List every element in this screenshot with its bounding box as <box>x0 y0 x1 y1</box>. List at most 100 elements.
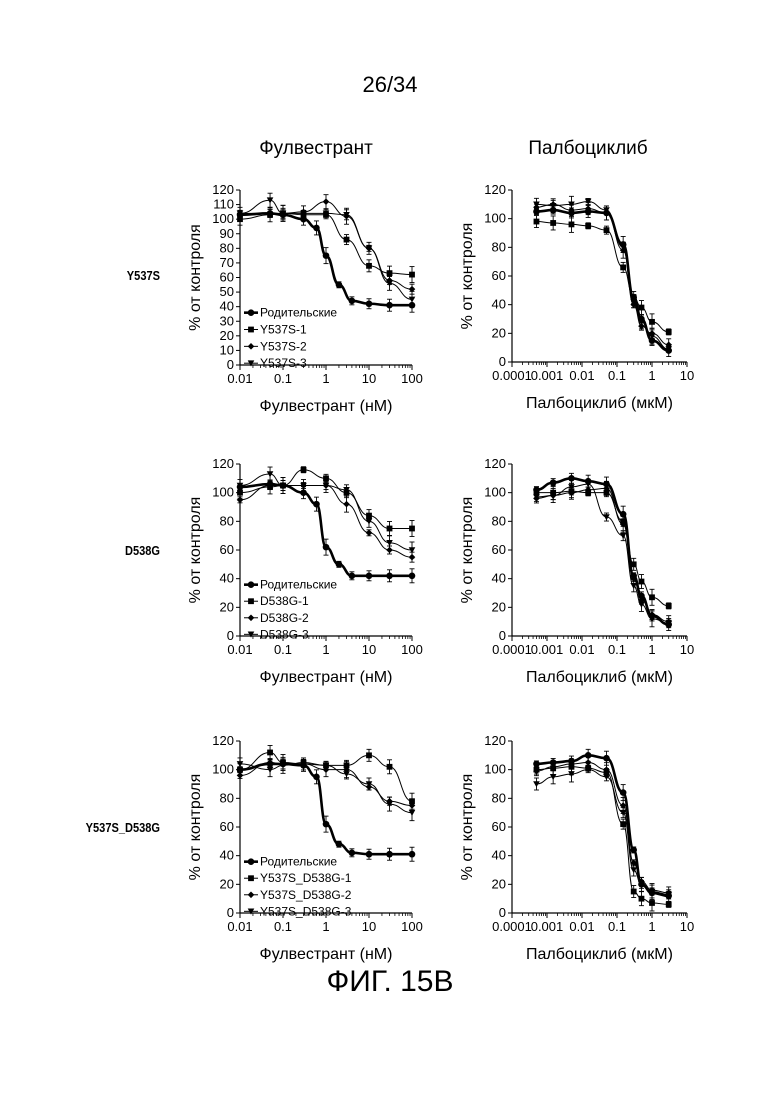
y-tick-label: 80 <box>492 513 506 528</box>
chart-panel-1: 01020304050607080901001101200.010.111010… <box>187 182 423 415</box>
y-axis-label: % от контроля <box>187 497 204 604</box>
y-tick-label: 100 <box>484 211 506 226</box>
legend-label: D538G-1 <box>260 594 309 608</box>
x-tick-label: 1 <box>648 919 655 934</box>
legend: РодительскиеD538G-1D538G-2D538G-3 <box>244 578 337 642</box>
data-point <box>366 530 373 537</box>
x-axis-label: Фулвестрант (нМ) <box>260 946 393 963</box>
y-axis-label: % от контроля <box>459 497 476 604</box>
legend-marker <box>248 309 255 316</box>
y-axis-label: % от контроля <box>459 223 476 330</box>
charts-canvas: 01020304050607080901001101200.010.111010… <box>0 0 780 1103</box>
legend: РодительскиеY537S_D538G-1Y537S_D538G-2Y5… <box>244 855 352 919</box>
data-point <box>649 594 655 600</box>
data-point <box>409 573 416 580</box>
x-tick-label: 0.01 <box>227 919 252 934</box>
data-point <box>550 479 557 486</box>
x-tick-label: 10 <box>362 919 376 934</box>
y-tick-label: 80 <box>220 790 234 805</box>
y-tick-label: 100 <box>212 485 234 500</box>
y-tick-label: 0 <box>227 905 234 920</box>
y-tick-label: 60 <box>220 819 234 834</box>
figure-label: ФИГ. 15B <box>0 965 780 999</box>
series-curve <box>240 764 412 854</box>
data-point <box>409 851 416 858</box>
data-point <box>631 561 637 567</box>
y-tick-label: 0 <box>227 357 234 372</box>
data-point <box>336 281 343 288</box>
y-tick-label: 20 <box>492 325 506 340</box>
data-point <box>267 750 273 756</box>
x-tick-label: 1 <box>322 919 329 934</box>
series-curve <box>536 204 668 344</box>
series-4 <box>533 196 672 352</box>
y-tick-label: 20 <box>492 599 506 614</box>
y-tick-label: 90 <box>220 226 234 241</box>
y-tick-label: 20 <box>220 876 234 891</box>
x-tick-label: 0.01 <box>569 642 594 657</box>
data-point <box>336 561 343 568</box>
y-tick-label: 120 <box>212 733 234 748</box>
x-axis-label: Палбоциклиб (мкМ) <box>526 395 673 412</box>
x-tick-label: 0.001 <box>531 919 564 934</box>
series-curve <box>536 488 668 621</box>
y-tick-label: 40 <box>220 848 234 863</box>
x-tick-label: 0.1 <box>274 642 292 657</box>
x-tick-label: 10 <box>680 642 694 657</box>
x-tick-label: 0.001 <box>531 368 564 383</box>
y-tick-label: 120 <box>484 456 506 471</box>
legend-label: Y537S-1 <box>260 323 307 337</box>
legend-label: Родительские <box>260 306 337 320</box>
y-tick-label: 60 <box>492 268 506 283</box>
legend-marker <box>248 327 254 333</box>
x-tick-label: 0.1 <box>274 919 292 934</box>
series-curve <box>536 763 668 893</box>
data-point <box>386 851 393 858</box>
y-tick-label: 40 <box>492 297 506 312</box>
series-2 <box>237 467 415 537</box>
data-point <box>533 781 540 787</box>
y-axis-label: % от контроля <box>187 224 204 331</box>
legend-marker <box>248 598 254 604</box>
legend-marker <box>248 891 255 898</box>
data-point <box>336 841 343 848</box>
data-point <box>620 265 626 271</box>
y-tick-label: 80 <box>492 790 506 805</box>
chart-panel-6: 0204060801001200.00010.0010.010.1110Палб… <box>459 733 694 963</box>
data-point <box>366 752 372 758</box>
data-point <box>630 847 637 854</box>
series-1 <box>237 480 416 583</box>
y-tick-label: 0 <box>499 354 506 369</box>
x-tick-label: 1 <box>648 368 655 383</box>
y-tick-label: 120 <box>212 182 234 197</box>
data-point <box>386 302 393 309</box>
y-tick-label: 100 <box>212 211 234 226</box>
x-tick-label: 100 <box>401 919 423 934</box>
data-point <box>301 467 307 473</box>
x-tick-label: 10 <box>362 371 376 386</box>
y-tick-label: 40 <box>220 571 234 586</box>
y-tick-label: 20 <box>492 876 506 891</box>
x-axis-label: Палбоциклиб (мкМ) <box>526 669 673 686</box>
legend-label: D538G-3 <box>260 627 309 641</box>
data-point <box>366 300 373 307</box>
data-point <box>631 889 637 895</box>
series-curve <box>536 770 668 895</box>
data-point <box>366 573 373 580</box>
y-tick-label: 100 <box>212 762 234 777</box>
x-tick-label: 10 <box>680 368 694 383</box>
y-tick-label: 100 <box>484 485 506 500</box>
x-tick-label: 0.001 <box>531 642 564 657</box>
series-curve <box>240 213 412 274</box>
data-point <box>569 222 575 228</box>
legend-label: D538G-2 <box>260 611 309 625</box>
y-tick-label: 60 <box>492 542 506 557</box>
series-curve <box>536 201 668 349</box>
legend-marker <box>248 858 255 865</box>
y-tick-label: 80 <box>220 513 234 528</box>
x-tick-label: 0.01 <box>569 368 594 383</box>
data-point <box>313 225 320 232</box>
data-point <box>387 270 393 276</box>
series-curve <box>536 484 668 623</box>
legend-marker <box>248 343 255 350</box>
